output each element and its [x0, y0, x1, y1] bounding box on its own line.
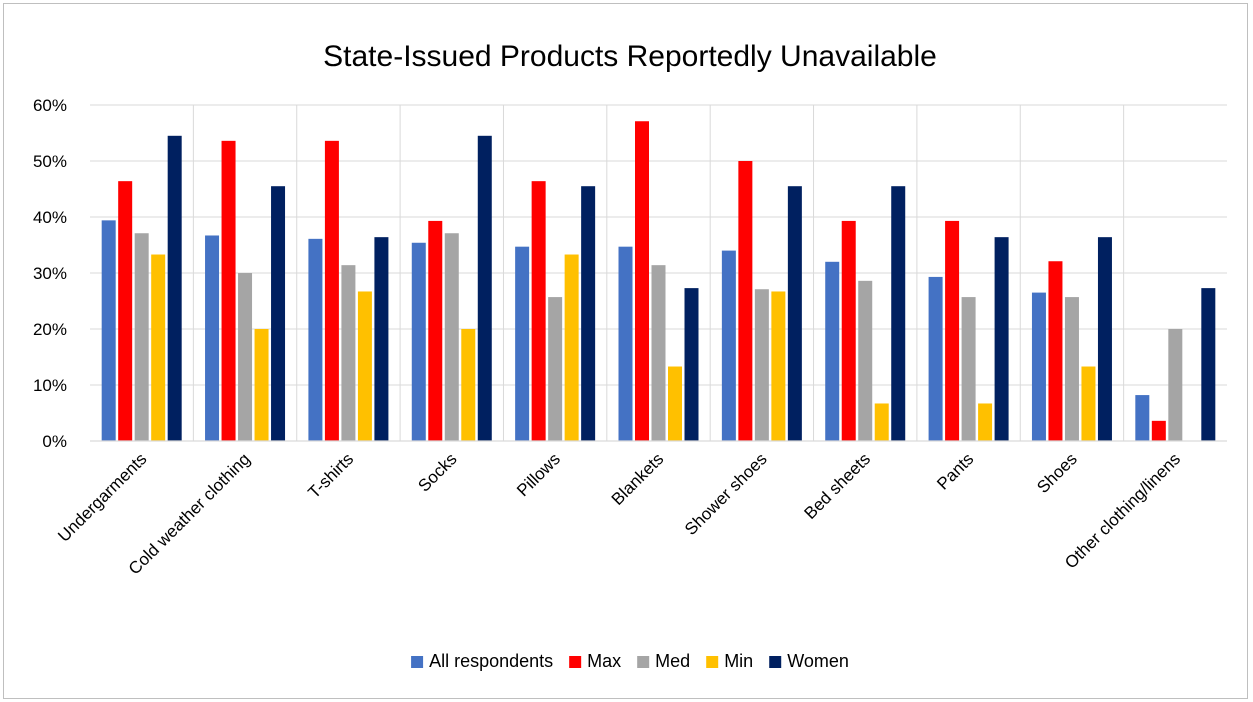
bar	[411, 242, 426, 441]
y-tick-label: 40%	[33, 208, 67, 227]
y-axis-ticks: 0% 10% 20% 30% 40% 50% 60%	[33, 96, 67, 451]
bar	[101, 220, 116, 441]
legend-label: All respondents	[429, 651, 553, 671]
y-tick-label: 50%	[33, 152, 67, 171]
bar	[961, 297, 976, 441]
bar	[254, 329, 269, 441]
legend-label: Women	[787, 651, 849, 671]
bar	[891, 186, 906, 441]
legend-label: Med	[655, 651, 690, 671]
chart-title: State-Issued Products Reportedly Unavail…	[323, 40, 937, 73]
bar	[1031, 292, 1046, 441]
bar	[635, 121, 649, 442]
bar	[738, 161, 753, 441]
bar	[1048, 261, 1063, 441]
y-tick-label: 30%	[33, 264, 67, 283]
bar	[841, 220, 856, 441]
category-separators	[192, 105, 1125, 441]
bar	[221, 140, 236, 441]
bar	[1097, 237, 1112, 441]
bar	[515, 246, 530, 441]
bar	[668, 366, 682, 441]
bar	[1168, 329, 1183, 441]
bar	[308, 238, 323, 441]
bar	[205, 235, 220, 441]
x-tick-label: Pillows	[513, 449, 564, 500]
bar	[825, 261, 840, 441]
x-tick-label: Undergarments	[54, 449, 150, 545]
bar	[548, 297, 563, 441]
bar	[1135, 395, 1150, 441]
x-tick-label: Socks	[414, 449, 460, 495]
bar	[994, 237, 1009, 441]
x-tick-label: Shoes	[1033, 449, 1081, 497]
bar	[374, 237, 389, 441]
bar	[771, 291, 786, 441]
bar	[581, 186, 596, 441]
bar	[1064, 297, 1079, 441]
legend: All respondents Max Med Min Women	[411, 651, 849, 671]
legend-swatch	[411, 656, 424, 668]
bar	[444, 233, 459, 441]
bar	[477, 135, 492, 442]
bar	[324, 140, 339, 441]
bar	[151, 254, 166, 441]
bar	[357, 291, 372, 441]
y-tick-label: 60%	[33, 96, 67, 115]
bar	[341, 265, 356, 441]
bar	[1081, 366, 1096, 441]
bar	[118, 181, 133, 441]
x-tick-label: Shower shoes	[681, 449, 771, 539]
bar	[874, 403, 889, 441]
legend-swatch	[769, 656, 782, 668]
bar	[618, 246, 633, 441]
x-tick-label: Pants	[933, 449, 977, 493]
bar	[787, 186, 802, 441]
legend-swatch	[637, 656, 650, 668]
bar	[1201, 288, 1216, 441]
bar	[531, 181, 546, 441]
bar	[945, 220, 960, 441]
bar	[684, 288, 699, 441]
bar	[978, 403, 993, 441]
bar	[754, 289, 769, 441]
x-tick-label: Other clothing/linens	[1061, 449, 1184, 572]
x-tick-label: Blankets	[608, 449, 668, 509]
bar	[428, 220, 443, 441]
legend-swatch	[569, 656, 582, 668]
bar	[461, 329, 476, 441]
bar	[928, 276, 943, 441]
legend-label: Min	[724, 651, 753, 671]
x-tick-label: T-shirts	[304, 449, 357, 502]
bar	[858, 280, 873, 441]
bar	[167, 135, 182, 442]
y-tick-label: 20%	[33, 320, 67, 339]
y-tick-label: 0%	[42, 432, 67, 451]
bar	[238, 273, 253, 441]
bar	[134, 233, 149, 441]
bar	[721, 250, 736, 441]
bars	[101, 121, 1216, 442]
legend-swatch	[706, 656, 719, 668]
bar	[1151, 420, 1166, 441]
bar	[564, 254, 579, 441]
bar	[271, 186, 286, 441]
bar	[651, 265, 666, 441]
x-tick-label: Bed sheets	[800, 449, 874, 523]
legend-label: Max	[587, 651, 621, 671]
y-tick-label: 10%	[33, 376, 67, 395]
